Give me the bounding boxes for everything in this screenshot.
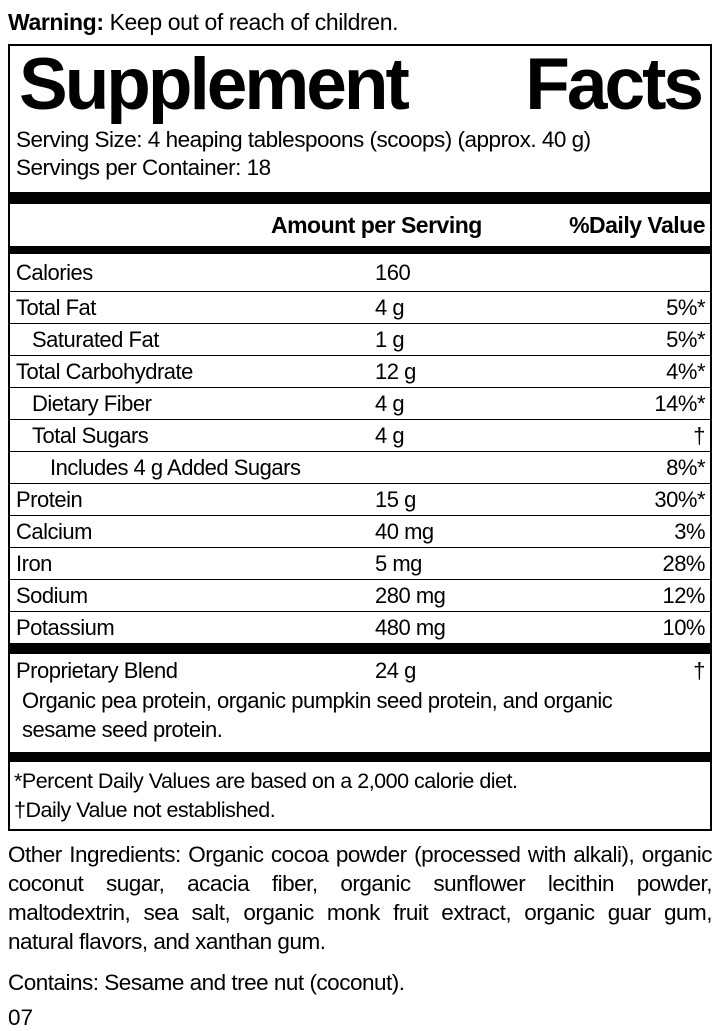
nutrient-daily-value: 5%* bbox=[666, 294, 705, 320]
nutrient-name: Total Sugars bbox=[32, 422, 149, 448]
nutrient-amount: 160 bbox=[375, 259, 411, 285]
proprietary-blend-daily-value: † bbox=[693, 657, 705, 683]
proprietary-blend-name: Proprietary Blend bbox=[16, 657, 178, 683]
table-row: Iron 5 mg 28% bbox=[10, 547, 710, 579]
panel-title: Supplement Facts bbox=[10, 44, 710, 125]
contains-allergens-line: Contains: Sesame and tree nut (coconut). bbox=[8, 970, 405, 995]
footnote-percent-daily-values: *Percent Daily Values are based on a 2,0… bbox=[14, 769, 518, 793]
nutrient-name: Includes 4 g Added Sugars bbox=[50, 454, 301, 480]
nutrient-name: Total Fat bbox=[16, 294, 96, 320]
nutrient-amount: 15 g bbox=[375, 486, 416, 512]
nutrient-name: Iron bbox=[16, 550, 52, 576]
divider-bar-above-proprietary bbox=[10, 643, 710, 654]
nutrient-daily-value: 12% bbox=[662, 582, 705, 608]
warning-line: Warning: Keep out of reach of children. bbox=[0, 0, 720, 36]
table-row: Includes 4 g Added Sugars 8%* bbox=[10, 451, 710, 483]
nutrient-name: Protein bbox=[16, 486, 83, 512]
table-row: Potassium 480 mg 10% bbox=[10, 611, 710, 643]
amount-per-serving-header: Amount per Serving bbox=[271, 211, 482, 238]
nutrient-daily-value: † bbox=[693, 422, 705, 448]
serving-size-line: Serving Size: 4 heaping tablespoons (sco… bbox=[16, 127, 591, 152]
nutrient-name: Calcium bbox=[16, 518, 92, 544]
nutrient-daily-value: 30%* bbox=[654, 486, 705, 512]
daily-value-header: %Daily Value bbox=[569, 211, 705, 238]
warning-label: Warning: bbox=[8, 9, 104, 35]
nutrient-daily-value: 10% bbox=[662, 614, 705, 640]
page-code: 07 bbox=[8, 1005, 34, 1030]
table-row: Dietary Fiber 4 g 14%* bbox=[10, 387, 710, 419]
nutrient-daily-value: 5%* bbox=[666, 326, 705, 352]
nutrient-rows: Calories 160 Total Fat 4 g 5%* Saturated Fat 1… bbox=[10, 254, 710, 643]
supplement-facts-panel: Supplement Facts Serving Size: 4 heaping… bbox=[8, 44, 712, 831]
other-ingredients-paragraph: Other Ingredients: Organic cocoa powder … bbox=[8, 842, 713, 954]
warning-text: Keep out of reach of children. bbox=[103, 9, 399, 35]
nutrient-amount: 4 g bbox=[375, 294, 405, 320]
table-row: Saturated Fat 1 g 5%* bbox=[10, 323, 710, 355]
table-row: Total Carbohydrate 12 g 4%* bbox=[10, 355, 710, 387]
servings-per-container-line: Servings per Container: 18 bbox=[16, 155, 271, 180]
table-row: Protein 15 g 30%* bbox=[10, 483, 710, 515]
nutrient-name: Dietary Fiber bbox=[32, 390, 152, 416]
divider-bar-under-header bbox=[10, 246, 710, 254]
table-row: Calories 160 bbox=[10, 254, 710, 291]
nutrient-amount: 1 g bbox=[375, 326, 405, 352]
nutrient-amount: 4 g bbox=[375, 390, 405, 416]
divider-bar-above-footnotes bbox=[10, 752, 710, 762]
panel-title-word-supplement: Supplement bbox=[19, 44, 410, 125]
table-header-row: Amount per Serving %Daily Value bbox=[10, 204, 710, 246]
nutrient-amount: 12 g bbox=[375, 358, 416, 384]
nutrient-amount: 280 mg bbox=[375, 582, 446, 608]
nutrient-daily-value: 28% bbox=[662, 550, 705, 576]
table-row: Sodium 280 mg 12% bbox=[10, 579, 710, 611]
table-row: Calcium 40 mg 3% bbox=[10, 515, 710, 547]
nutrient-name: Total Carbohydrate bbox=[16, 358, 193, 384]
panel-title-word-facts: Facts bbox=[525, 44, 704, 125]
nutrient-daily-value: 3% bbox=[674, 518, 705, 544]
nutrient-daily-value: 14%* bbox=[654, 390, 705, 416]
nutrient-name: Potassium bbox=[16, 614, 115, 640]
proprietary-blend-description: Organic pea protein, organic pumpkin see… bbox=[22, 688, 613, 742]
nutrient-amount: 40 mg bbox=[375, 518, 434, 544]
divider-bar-thick-top bbox=[10, 192, 710, 204]
nutrient-daily-value: 4%* bbox=[666, 358, 705, 384]
nutrient-amount: 480 mg bbox=[375, 614, 446, 640]
nutrient-name: Sodium bbox=[16, 582, 88, 608]
nutrient-name: Saturated Fat bbox=[32, 326, 159, 352]
table-row: Total Sugars 4 g † bbox=[10, 419, 710, 451]
footnote-daily-value-not-established: †Daily Value not established. bbox=[14, 797, 276, 822]
proprietary-blend-row: Proprietary Blend 24 g † bbox=[10, 654, 710, 687]
table-row: Total Fat 4 g 5%* bbox=[10, 291, 710, 323]
nutrient-name: Calories bbox=[16, 259, 93, 285]
nutrient-daily-value: 8%* bbox=[666, 454, 705, 480]
footnotes: *Percent Daily Values are based on a 2,0… bbox=[10, 762, 710, 829]
serving-info: Serving Size: 4 heaping tablespoons (sco… bbox=[10, 120, 710, 182]
proprietary-blend-amount: 24 g bbox=[375, 657, 416, 683]
nutrient-amount: 4 g bbox=[375, 422, 405, 448]
nutrient-amount: 5 mg bbox=[375, 550, 422, 576]
